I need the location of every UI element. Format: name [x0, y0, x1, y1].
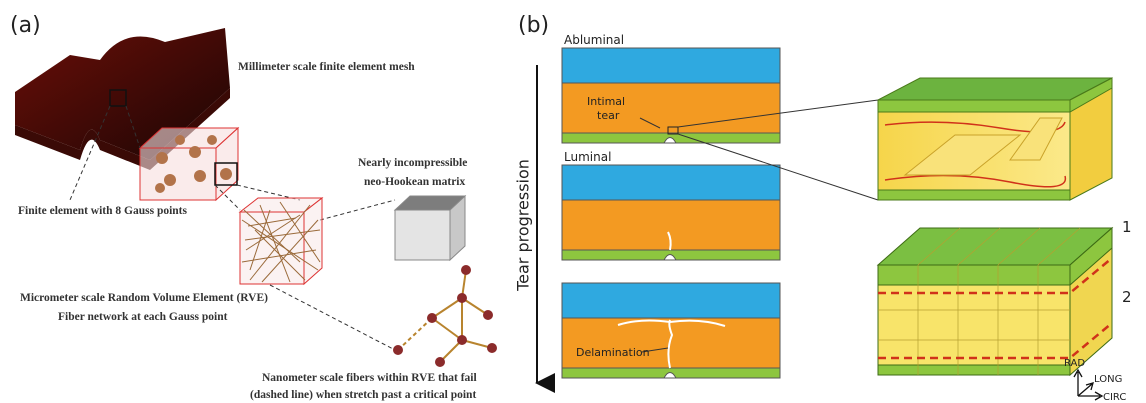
layer-side-label: Luminal	[564, 150, 611, 164]
fiber-network-part	[432, 318, 462, 340]
wall-stacks-part	[562, 48, 780, 83]
wall-stacks-part	[562, 283, 780, 318]
fiber-nodes-part	[457, 293, 467, 303]
wall-stacks-part	[562, 318, 780, 368]
axis-label: LONG	[1094, 374, 1122, 385]
fiber-nodes-part	[427, 313, 437, 323]
fiber-nodes-part	[483, 310, 493, 320]
gauss-points-part	[220, 168, 232, 180]
fiber-label: Nanometer scale fibers within RVE that f…	[262, 372, 477, 384]
matrix-label: Nearly incompressible	[358, 157, 467, 169]
model-block-part	[878, 365, 1070, 375]
gauss-points-part	[175, 135, 185, 145]
fiber-network	[398, 270, 492, 362]
matrix-label: neo-Hookean matrix	[364, 176, 466, 188]
connector-lines-part	[320, 200, 395, 220]
fiber-nodes-part	[487, 343, 497, 353]
element-label: Finite element with 8 Gauss points	[18, 205, 188, 217]
fiber-network-part	[432, 298, 462, 318]
panel-label: (b)	[518, 13, 549, 38]
fiber-nodes-part	[461, 265, 471, 275]
fiber-network-part	[398, 318, 432, 350]
rve-cube-part	[304, 198, 322, 284]
wall-stacks-part	[562, 83, 780, 133]
matrix-cube-part	[395, 210, 450, 260]
fiber-nodes	[393, 265, 497, 367]
gauss-points-part	[189, 146, 201, 158]
figure: (a) Millimeter scale finite element mesh…	[0, 0, 1146, 403]
connector-lines-part	[270, 285, 395, 350]
axes-triad-part	[1078, 383, 1093, 396]
mesh-label: Millimeter scale finite element mesh	[238, 61, 415, 73]
model-block-part	[878, 265, 1070, 285]
axis-label: RAD	[1064, 358, 1085, 369]
gauss-points-part	[156, 152, 168, 164]
axes-triad-part	[1074, 370, 1082, 396]
element-cube	[140, 128, 238, 200]
layer-side-label: Abluminal	[564, 33, 624, 47]
annotation: Delamination	[576, 346, 650, 359]
annotation: Intimal	[587, 95, 625, 108]
layer-number: 2	[1122, 288, 1132, 306]
rve-label: Fiber network at each Gauss point	[58, 311, 228, 323]
tissue-block-part	[878, 100, 1070, 112]
fiber-nodes-part	[393, 345, 403, 355]
fiber-nodes-part	[435, 357, 445, 367]
annotation: tear	[597, 109, 620, 122]
rve-label: Micrometer scale Random Volume Element (…	[20, 292, 268, 304]
gauss-points-part	[207, 135, 217, 145]
fiber-label: (dashed line) when stretch past a critic…	[250, 389, 476, 401]
panel-label: (a)	[10, 13, 41, 38]
axis-title: Tear progression	[514, 159, 533, 292]
tissue-block-part	[878, 190, 1070, 200]
axis-label: CIRC	[1103, 392, 1126, 403]
gauss-points-part	[164, 174, 176, 186]
model-block	[878, 228, 1112, 375]
layer-number: 1	[1122, 218, 1132, 236]
gauss-points-part	[155, 183, 165, 193]
fiber-nodes-part	[457, 335, 467, 345]
matrix-cube	[395, 196, 465, 260]
gauss-points-part	[194, 170, 206, 182]
wall-stacks-part	[562, 165, 780, 200]
tissue-block	[878, 78, 1112, 200]
